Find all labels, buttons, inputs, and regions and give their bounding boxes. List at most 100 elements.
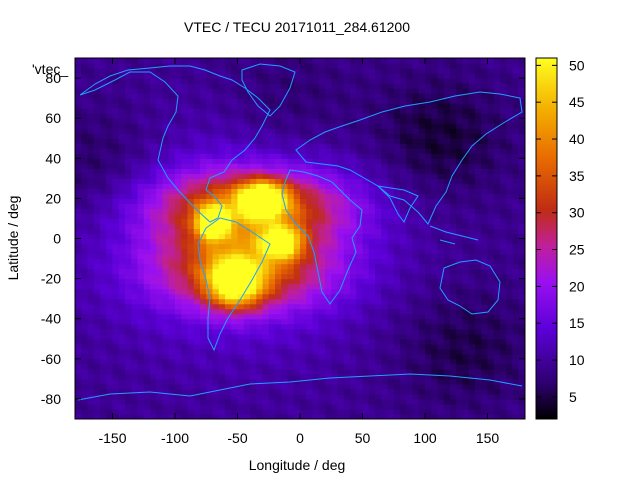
heat-cell — [518, 103, 525, 109]
heat-cell — [287, 133, 295, 139]
heat-cell — [406, 233, 414, 240]
heat-cell — [193, 148, 201, 154]
heat-cell — [118, 323, 126, 330]
heat-cell — [331, 108, 339, 114]
heat-cell — [181, 388, 189, 395]
heat-cell — [518, 313, 525, 320]
heat-cell — [450, 263, 457, 270]
heat-cell — [337, 213, 345, 220]
heat-cell — [100, 98, 107, 104]
heat-cell — [331, 113, 339, 119]
heat-cell — [237, 238, 245, 245]
heat-cell — [343, 108, 351, 114]
heat-cell — [475, 158, 482, 164]
heat-cell — [387, 168, 395, 174]
heat-cell — [87, 138, 95, 144]
heat-cell — [475, 393, 482, 400]
heat-cell — [406, 333, 414, 340]
heat-cell — [518, 83, 525, 89]
heat-cell — [293, 133, 301, 139]
heat-cell — [100, 93, 107, 99]
heat-cell — [475, 298, 482, 305]
heat-cell — [250, 73, 257, 79]
heat-cell — [450, 248, 457, 255]
heat-cell — [425, 308, 432, 315]
heat-cell — [462, 148, 470, 154]
heat-cell — [475, 328, 482, 335]
heat-cell — [400, 123, 407, 129]
heat-cell — [493, 103, 501, 109]
heat-cell — [137, 208, 145, 215]
heat-cell — [275, 363, 282, 370]
heat-cell — [487, 148, 495, 154]
heat-cell — [131, 93, 139, 99]
heat-cell — [193, 98, 201, 104]
heat-cell — [462, 93, 470, 99]
heat-cell — [106, 68, 114, 74]
heat-cell — [225, 343, 232, 350]
heat-cell — [181, 323, 189, 330]
heat-cell — [200, 138, 207, 144]
heat-cell — [350, 358, 357, 365]
heat-cell — [493, 128, 501, 134]
heat-cell — [456, 298, 464, 305]
heat-cell — [500, 138, 507, 144]
heat-cell — [81, 163, 89, 169]
heat-cell — [443, 203, 451, 210]
heat-cell — [375, 113, 382, 119]
heat-cell — [143, 233, 151, 240]
heat-cell — [337, 343, 345, 350]
heat-cell — [443, 403, 451, 410]
heat-cell — [362, 333, 370, 340]
heat-cell — [412, 118, 420, 124]
heat-cell — [406, 243, 414, 250]
heat-cell — [287, 123, 295, 129]
heat-cell — [156, 358, 164, 365]
heat-cell — [300, 128, 307, 134]
heat-cell — [481, 263, 489, 270]
heat-cell — [225, 278, 232, 285]
heat-cell — [143, 223, 151, 230]
heat-cell — [118, 198, 126, 204]
heat-cell — [512, 393, 520, 400]
heat-cell — [418, 248, 426, 255]
heat-cell — [200, 118, 207, 124]
heat-cell — [93, 248, 101, 255]
heat-cell — [150, 108, 157, 114]
heat-cell — [112, 108, 120, 114]
heat-cell — [387, 148, 395, 154]
heat-cell — [81, 103, 89, 109]
heat-cell — [387, 228, 395, 235]
heat-cell — [493, 283, 501, 290]
heat-cell — [281, 178, 289, 184]
heat-cell — [450, 223, 457, 230]
heat-cell — [462, 283, 470, 290]
heat-cell — [375, 383, 382, 390]
heat-cell — [156, 98, 164, 104]
heat-cell — [200, 218, 207, 225]
heat-cell — [512, 138, 520, 144]
heat-cell — [150, 183, 157, 189]
heat-cell — [206, 118, 214, 124]
heat-cell — [287, 218, 295, 225]
heat-cell — [268, 178, 276, 184]
heat-cell — [368, 163, 376, 169]
heat-cell — [462, 88, 470, 94]
heat-cell — [181, 233, 189, 240]
heat-cell — [193, 138, 201, 144]
heat-cell — [387, 143, 395, 149]
heat-cell — [87, 73, 95, 79]
heat-cell — [362, 233, 370, 240]
heat-cell — [337, 263, 345, 270]
heat-cell — [237, 123, 245, 129]
heat-cell — [268, 383, 276, 390]
heat-cell — [500, 103, 507, 109]
heat-cell — [425, 223, 432, 230]
heat-cell — [225, 173, 232, 179]
heat-cell — [206, 308, 214, 315]
heat-cell — [306, 183, 314, 189]
heat-cell — [393, 368, 401, 375]
heat-cell — [312, 328, 320, 335]
heat-cell — [87, 333, 95, 340]
heat-cell — [331, 378, 339, 385]
